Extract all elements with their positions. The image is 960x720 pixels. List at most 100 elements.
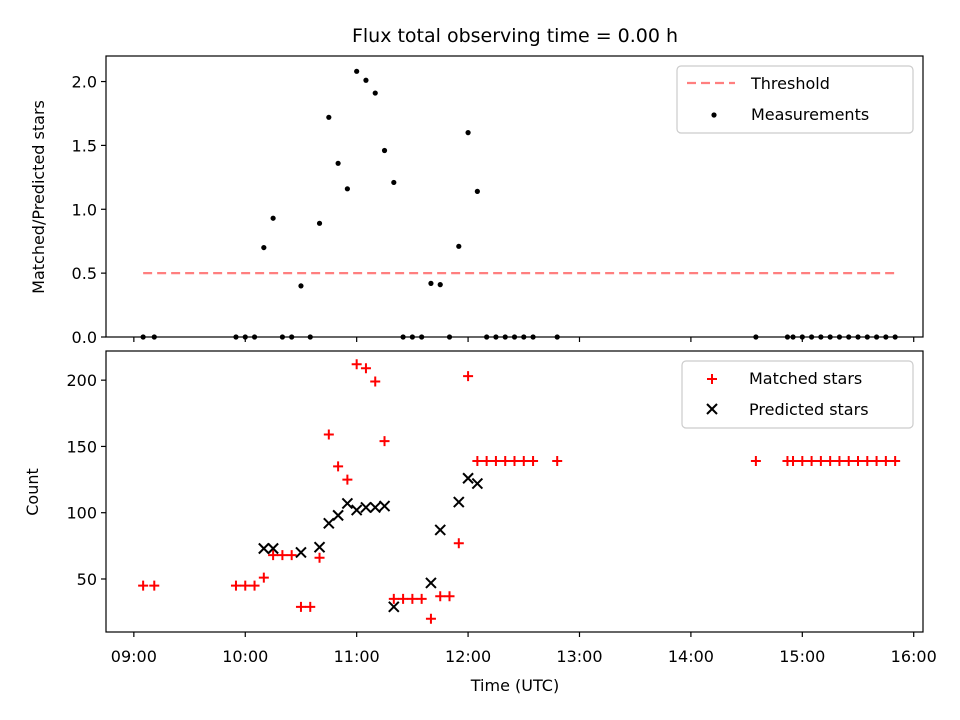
bottom-legend-box [681, 360, 914, 429]
matched-star-point [528, 456, 539, 467]
legend-threshold-label: Threshold [750, 74, 830, 93]
matched-star-point [463, 371, 474, 382]
predicted-star-point [388, 601, 400, 613]
matched-star-point [435, 591, 446, 602]
matched-star-point [806, 456, 817, 467]
top-legend: Threshold Measurements [676, 65, 914, 134]
matched-star-point [416, 593, 427, 604]
matched-star-point [788, 456, 799, 467]
predicted-stars-legend-marker [706, 403, 718, 415]
matched-star-point [843, 456, 854, 467]
predicted-star-point [341, 497, 354, 510]
matched-star-point [398, 593, 409, 604]
matched-star-point [351, 359, 362, 370]
matched-star-point [862, 456, 873, 467]
matched-star-point [880, 456, 891, 467]
measurement-point [465, 130, 471, 136]
legend-measurements-label: Measurements [751, 105, 869, 124]
bottom-x-tick-label: 12:00 [445, 647, 491, 666]
top-legend-box [676, 65, 914, 134]
bottom-y-tick-label: 100 [66, 504, 97, 523]
matched-star-point [815, 456, 826, 467]
measurement-point [261, 244, 267, 251]
predicted-star-point [453, 496, 465, 508]
predicted-star-point [332, 509, 344, 522]
measurement-point [372, 90, 378, 96]
legend-matched-label: Matched stars [749, 369, 862, 388]
matched-star-point [249, 580, 260, 591]
matched-star-point [258, 572, 269, 583]
matched-star-point [518, 456, 529, 467]
top-y-axis-label: Matched/Predicted stars [29, 100, 48, 294]
matched-star-point [500, 456, 511, 467]
matched-star-point [286, 550, 297, 561]
bottom-x-tick-label: 09:00 [111, 647, 157, 666]
matched-star-point [333, 461, 344, 472]
matched-star-point [834, 456, 845, 467]
matched-star-point [444, 591, 455, 602]
matched-star-point [425, 613, 436, 624]
predicted-star-point [378, 500, 391, 512]
predicted-star-point [295, 546, 307, 559]
matched-stars-legend-marker [707, 374, 717, 384]
predicted-star-point [425, 577, 437, 589]
predicted-star-point [350, 504, 363, 516]
bottom-y-tick-label: 150 [66, 437, 97, 456]
measurement-point [344, 186, 350, 192]
matched-star-point [342, 474, 353, 485]
top-x-ticks [133, 337, 915, 342]
measurement-point [437, 282, 443, 288]
matched-star-point [750, 456, 761, 467]
bottom-axes-frame [105, 350, 924, 633]
predicted-star-point [471, 477, 484, 490]
matched-star-point [314, 552, 325, 563]
star-count-panel: 50 100 150 200 09:00 10:00 11:00 12:00 13:00 14:… [23, 350, 937, 695]
matched-star-point [138, 580, 149, 591]
matched-star-point [472, 456, 483, 467]
predicted-star-point [369, 501, 381, 514]
matched-star-point [825, 456, 836, 467]
matched-star-point [509, 456, 520, 467]
matched-star-point [323, 429, 334, 440]
measurement-point [456, 243, 462, 249]
bottom-x-ticks: 09:00 10:00 11:00 12:00 13:00 14:00 15:00 16:00 [111, 632, 937, 666]
bottom-x-tick-label: 13:00 [556, 647, 602, 666]
measurement-point [428, 280, 434, 286]
measurement-point [298, 283, 304, 289]
top-y-tick-label: 0.5 [72, 264, 97, 283]
predicted-star-point [267, 542, 279, 555]
top-y-tick-label: 2.0 [72, 73, 97, 92]
matched-star-point [388, 593, 399, 604]
top-y-ticks: 0.0 0.5 1.0 1.5 2.0 [72, 73, 106, 347]
matched-star-point [379, 436, 390, 447]
measurements-legend-marker [711, 112, 717, 118]
measurement-point [474, 188, 480, 194]
predicted-star-point [462, 472, 474, 484]
predicted-star-point [323, 517, 335, 530]
measurement-point [270, 215, 276, 221]
matched-star-point [552, 456, 563, 467]
matched-star-point [853, 456, 864, 467]
measurement-point [391, 179, 397, 186]
top-y-tick-label: 1.0 [72, 200, 97, 219]
matched-star-point [871, 456, 882, 467]
matched-star-point [490, 456, 501, 467]
legend-predicted-label: Predicted stars [749, 400, 869, 419]
matched-star-point [149, 580, 160, 591]
measurement-point [335, 160, 341, 166]
matched-star-point [453, 538, 464, 549]
predicted-star-point [258, 542, 270, 555]
measurement-point [316, 220, 323, 226]
matched-star-point [230, 580, 241, 591]
top-y-tick-label: 0.0 [72, 328, 97, 347]
measurement-point [381, 147, 388, 154]
bottom-x-tick-label: 11:00 [334, 647, 380, 666]
matched-star-point [305, 601, 316, 612]
x-axis-label: Time (UTC) [470, 676, 559, 695]
matched-star-point [481, 456, 492, 467]
bottom-x-tick-label: 16:00 [891, 647, 937, 666]
bottom-y-tick-label: 200 [66, 371, 97, 390]
matched-star-point [240, 580, 251, 591]
predicted-star-point [434, 524, 446, 536]
